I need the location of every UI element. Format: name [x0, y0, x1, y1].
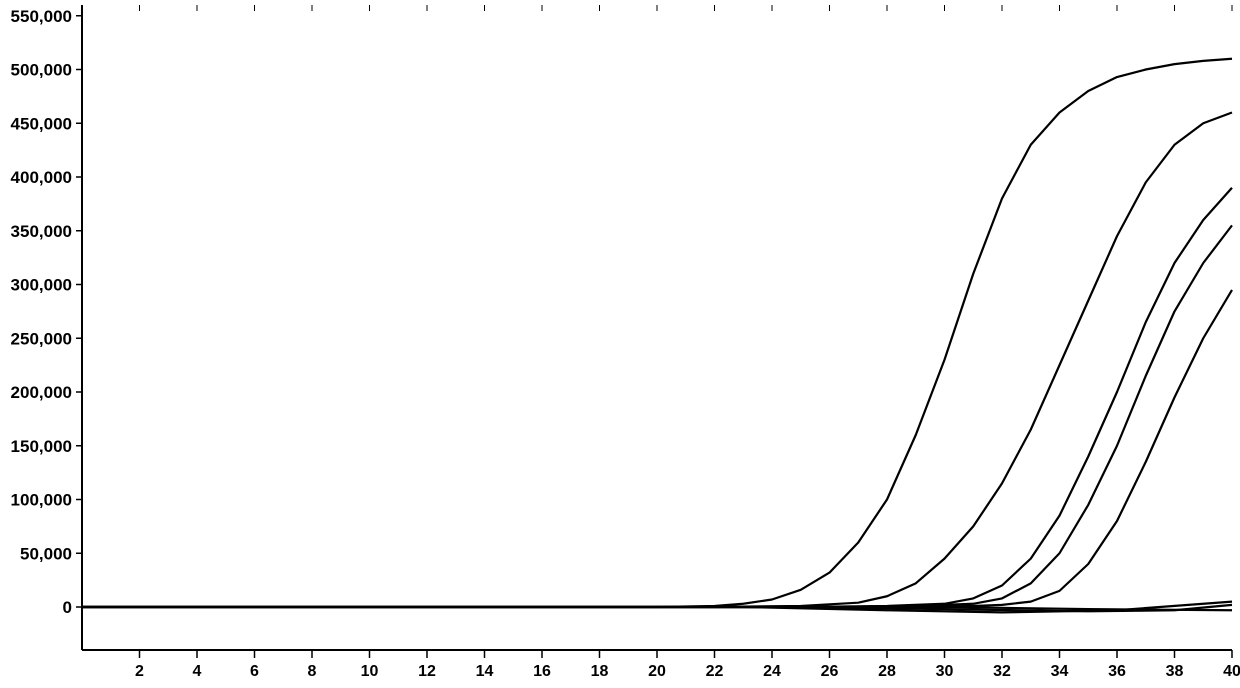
x-tick-label: 16 [533, 663, 551, 680]
y-tick-label: 350,000 [11, 222, 72, 241]
x-tick-label: 32 [993, 663, 1011, 680]
y-tick-label: 150,000 [11, 437, 72, 456]
x-tick-label: 10 [361, 663, 379, 680]
chart-background [0, 0, 1240, 688]
x-tick-label: 6 [250, 663, 259, 680]
y-tick-label: 0 [63, 598, 72, 617]
x-tick-label: 40 [1223, 663, 1240, 680]
y-tick-label: 450,000 [11, 114, 72, 133]
x-tick-label: 12 [418, 663, 436, 680]
y-tick-label: 200,000 [11, 383, 72, 402]
y-tick-label: 400,000 [11, 168, 72, 187]
y-tick-label: 500,000 [11, 61, 72, 80]
x-tick-label: 36 [1108, 663, 1126, 680]
y-tick-label: 250,000 [11, 329, 72, 348]
x-tick-label: 8 [308, 663, 317, 680]
x-tick-label: 22 [706, 663, 724, 680]
x-tick-label: 26 [821, 663, 839, 680]
x-tick-label: 2 [135, 663, 144, 680]
x-tick-label: 20 [648, 663, 666, 680]
x-tick-label: 30 [936, 663, 954, 680]
y-tick-label: 300,000 [11, 276, 72, 295]
y-tick-label: 550,000 [11, 7, 72, 26]
y-tick-label: 50,000 [20, 544, 72, 563]
x-tick-label: 14 [476, 663, 494, 680]
chart-svg: 0 50,000 100,000 150,000 200,000 250,000 300,0… [0, 0, 1240, 688]
x-tick-label: 18 [591, 663, 609, 680]
x-tick-label: 24 [763, 663, 781, 680]
y-tick-label: 100,000 [11, 491, 72, 510]
x-tick-label: 28 [878, 663, 896, 680]
amplification-chart: 0 50,000 100,000 150,000 200,000 250,000 300,0… [0, 0, 1240, 688]
x-tick-label: 34 [1051, 663, 1069, 680]
x-tick-label: 38 [1166, 663, 1184, 680]
x-tick-label: 4 [193, 663, 202, 680]
